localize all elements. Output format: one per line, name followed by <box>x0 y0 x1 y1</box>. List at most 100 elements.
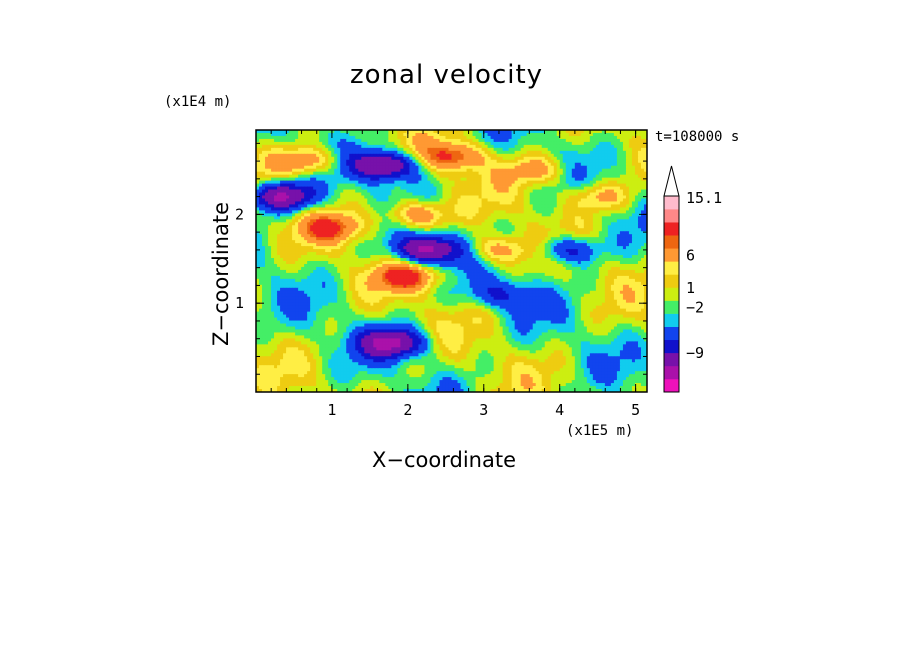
field-cell <box>589 130 594 134</box>
field-cell <box>628 147 633 152</box>
field-cell <box>262 138 266 143</box>
field-cell <box>607 130 612 134</box>
field-cell <box>367 147 371 152</box>
field-cell <box>475 171 479 176</box>
field-cell <box>484 216 488 220</box>
field-cell <box>520 183 525 187</box>
field-cell <box>604 171 609 176</box>
field-cell <box>328 234 332 238</box>
field-cell <box>502 240 507 244</box>
field-cell <box>409 234 413 238</box>
field-cell <box>277 231 281 235</box>
field-cell <box>607 204 612 208</box>
field-cell <box>643 219 648 223</box>
field-cell <box>466 150 470 155</box>
field-cell <box>370 243 374 247</box>
field-cell <box>562 240 567 244</box>
field-cell <box>598 192 603 196</box>
field-cell <box>517 147 522 152</box>
field-cell <box>523 153 528 158</box>
field-cell <box>484 225 488 229</box>
field-cell <box>502 180 507 184</box>
field-cell <box>430 174 434 179</box>
field-cell <box>460 210 464 214</box>
field-cell <box>544 192 549 196</box>
field-cell <box>631 201 636 205</box>
field-cell <box>409 210 413 214</box>
field-cell <box>547 162 552 167</box>
field-cell <box>313 159 317 164</box>
field-cell <box>496 186 501 190</box>
field-cell <box>421 144 425 149</box>
field-cell <box>574 168 579 173</box>
field-cell <box>349 189 353 193</box>
field-cell <box>643 195 648 199</box>
field-cell <box>472 132 476 137</box>
field-cell <box>343 177 347 182</box>
field-cell <box>583 153 588 158</box>
field-cell <box>559 201 564 205</box>
field-cell <box>370 153 374 158</box>
field-cell <box>502 213 507 217</box>
field-cell <box>295 168 299 173</box>
field-cell <box>508 171 513 176</box>
field-cell <box>361 225 365 229</box>
field-cell <box>415 225 419 229</box>
field-cell <box>424 159 428 164</box>
field-cell <box>604 225 609 229</box>
field-cell <box>265 231 269 235</box>
field-cell <box>460 225 464 229</box>
field-cell <box>568 210 573 214</box>
field-cell <box>310 138 314 143</box>
field-cell <box>274 180 278 184</box>
field-cell <box>385 231 389 235</box>
field-cell <box>376 234 380 238</box>
field-cell <box>295 207 299 211</box>
field-cell <box>376 180 380 184</box>
field-cell <box>478 153 482 158</box>
field-cell <box>256 183 260 187</box>
field-cell <box>532 162 537 167</box>
field-cell <box>496 210 501 214</box>
field-cell <box>523 222 528 226</box>
field-cell <box>364 130 368 134</box>
field-cell <box>535 180 540 184</box>
field-cell <box>364 216 368 220</box>
field-cell <box>307 204 311 208</box>
field-cell <box>478 231 482 235</box>
field-cell <box>280 183 284 187</box>
field-cell <box>613 210 618 214</box>
field-cell <box>634 225 639 229</box>
field-cell <box>463 153 467 158</box>
field-cell <box>448 219 452 223</box>
field-cell <box>634 198 639 202</box>
field-cell <box>577 130 582 134</box>
field-cell <box>259 195 263 199</box>
field-cell <box>526 204 531 208</box>
field-cell <box>433 189 437 193</box>
field-cell <box>562 159 567 164</box>
field-cell <box>523 213 528 217</box>
field-cell <box>565 141 570 146</box>
field-cell <box>595 171 600 176</box>
field-cell <box>607 189 612 193</box>
field-cell <box>319 213 323 217</box>
field-cell <box>583 177 588 182</box>
field-cell <box>466 219 470 223</box>
field-cell <box>508 213 513 217</box>
field-cell <box>547 130 552 134</box>
field-cell <box>394 153 398 158</box>
field-cell <box>403 186 407 190</box>
field-cell <box>433 204 437 208</box>
field-cell <box>367 234 371 238</box>
field-cell <box>262 180 266 184</box>
field-cell <box>358 147 362 152</box>
field-cell <box>316 207 320 211</box>
field-cell <box>568 174 573 179</box>
field-cell <box>370 189 374 193</box>
field-cell <box>490 213 495 217</box>
field-cell <box>352 231 356 235</box>
field-cell <box>409 204 413 208</box>
field-cell <box>514 159 519 164</box>
field-cell <box>565 153 570 158</box>
